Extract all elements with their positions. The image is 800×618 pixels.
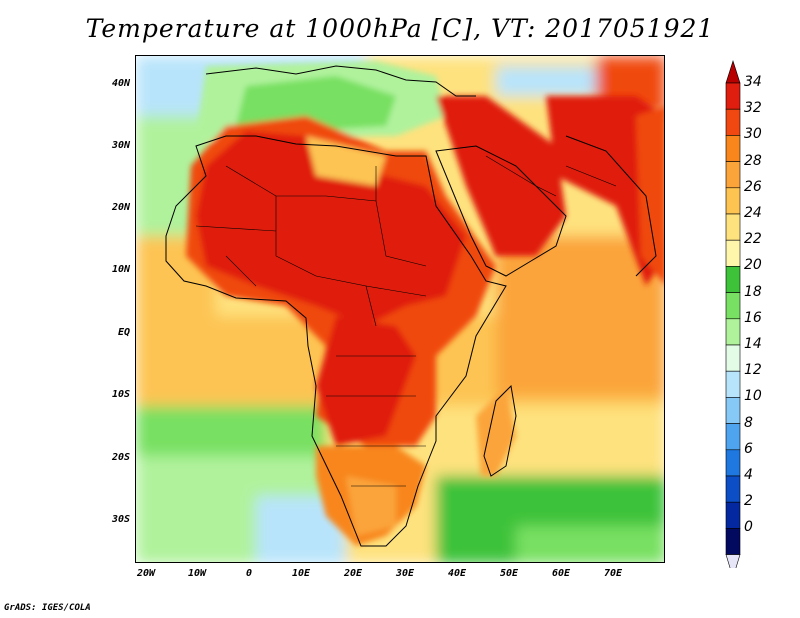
colorbar-label: 24 — [744, 205, 762, 221]
colorbar-swatch — [725, 475, 741, 503]
colorbar-label: 22 — [744, 231, 762, 248]
lon-label-70e: 70E — [603, 568, 623, 579]
lon-label-20e: 20E — [343, 568, 363, 579]
colorbar-label: 26 — [744, 178, 762, 195]
colorbar — [725, 60, 741, 568]
map-title: Temperature at 1000hPa [C], VT: 20170519… — [85, 14, 715, 43]
colorbar-swatch — [725, 292, 741, 320]
colorbar-label: 2 — [744, 493, 753, 510]
colorbar-swatch — [725, 449, 741, 477]
colorbar-under-arrow — [725, 554, 741, 568]
grads-credit: GrADS: IGES/COLA — [4, 603, 91, 613]
lon-label-0: 0 — [245, 568, 253, 579]
lat-label-eq: EQ — [117, 327, 130, 338]
colorbar-label: 18 — [744, 283, 762, 300]
colorbar-label: 30 — [744, 126, 762, 143]
country-borders — [195, 155, 617, 487]
lon-label-50e: 50E — [499, 568, 519, 579]
colorbar-label: 4 — [744, 467, 753, 483]
colorbar-label: 28 — [744, 152, 762, 169]
colorbar-label: 14 — [744, 336, 762, 352]
colorbar-label: 20 — [744, 257, 762, 274]
colorbar-swatch — [725, 370, 741, 398]
colorbar-label: 6 — [744, 440, 753, 457]
colorbar-swatch — [725, 239, 741, 267]
temperature-map — [135, 55, 665, 563]
lat-label-30n: 30N — [111, 140, 130, 151]
colorbar-swatch — [725, 213, 741, 241]
lon-label-60e: 60E — [551, 568, 571, 579]
colorbar-swatch — [725, 318, 741, 346]
lat-label-20n: 20N — [111, 202, 130, 213]
lon-label-30e: 30E — [395, 568, 415, 579]
colorbar-over-arrow — [725, 60, 741, 84]
colorbar-label: 34 — [744, 74, 762, 90]
colorbar-label: 0 — [744, 519, 753, 536]
lat-label-40n: 40N — [111, 78, 130, 89]
colorbar-label: 8 — [744, 414, 753, 431]
land-temperature-field — [186, 61, 664, 546]
map-canvas — [136, 56, 664, 562]
colorbar-swatch — [725, 187, 741, 215]
lat-label-10s: 10S — [111, 389, 130, 400]
lat-label-10n: 10N — [111, 264, 130, 275]
colorbar-swatch — [725, 266, 741, 293]
lat-label-30s: 30S — [111, 514, 130, 525]
lon-label-40e: 40E — [447, 568, 467, 579]
colorbar-swatch — [725, 135, 741, 162]
lon-label-10w: 10W — [187, 568, 207, 579]
colorbar-label: 16 — [744, 309, 762, 326]
lon-label-20w: 20W — [136, 568, 156, 579]
colorbar-label: 32 — [744, 100, 762, 117]
colorbar-swatch — [725, 108, 741, 136]
lon-label-10e: 10E — [291, 568, 311, 579]
colorbar-swatch — [725, 161, 741, 189]
colorbar-swatch — [725, 82, 741, 110]
colorbar-label: 12 — [744, 362, 762, 379]
colorbar-swatch — [725, 528, 741, 555]
colorbar-label: 10 — [744, 388, 762, 405]
lat-label-20s: 20S — [111, 452, 130, 463]
colorbar-swatch — [725, 344, 741, 372]
colorbar-swatch — [725, 397, 741, 424]
colorbar-swatch — [725, 501, 741, 529]
colorbar-swatch — [725, 423, 741, 451]
coastlines — [165, 65, 657, 547]
